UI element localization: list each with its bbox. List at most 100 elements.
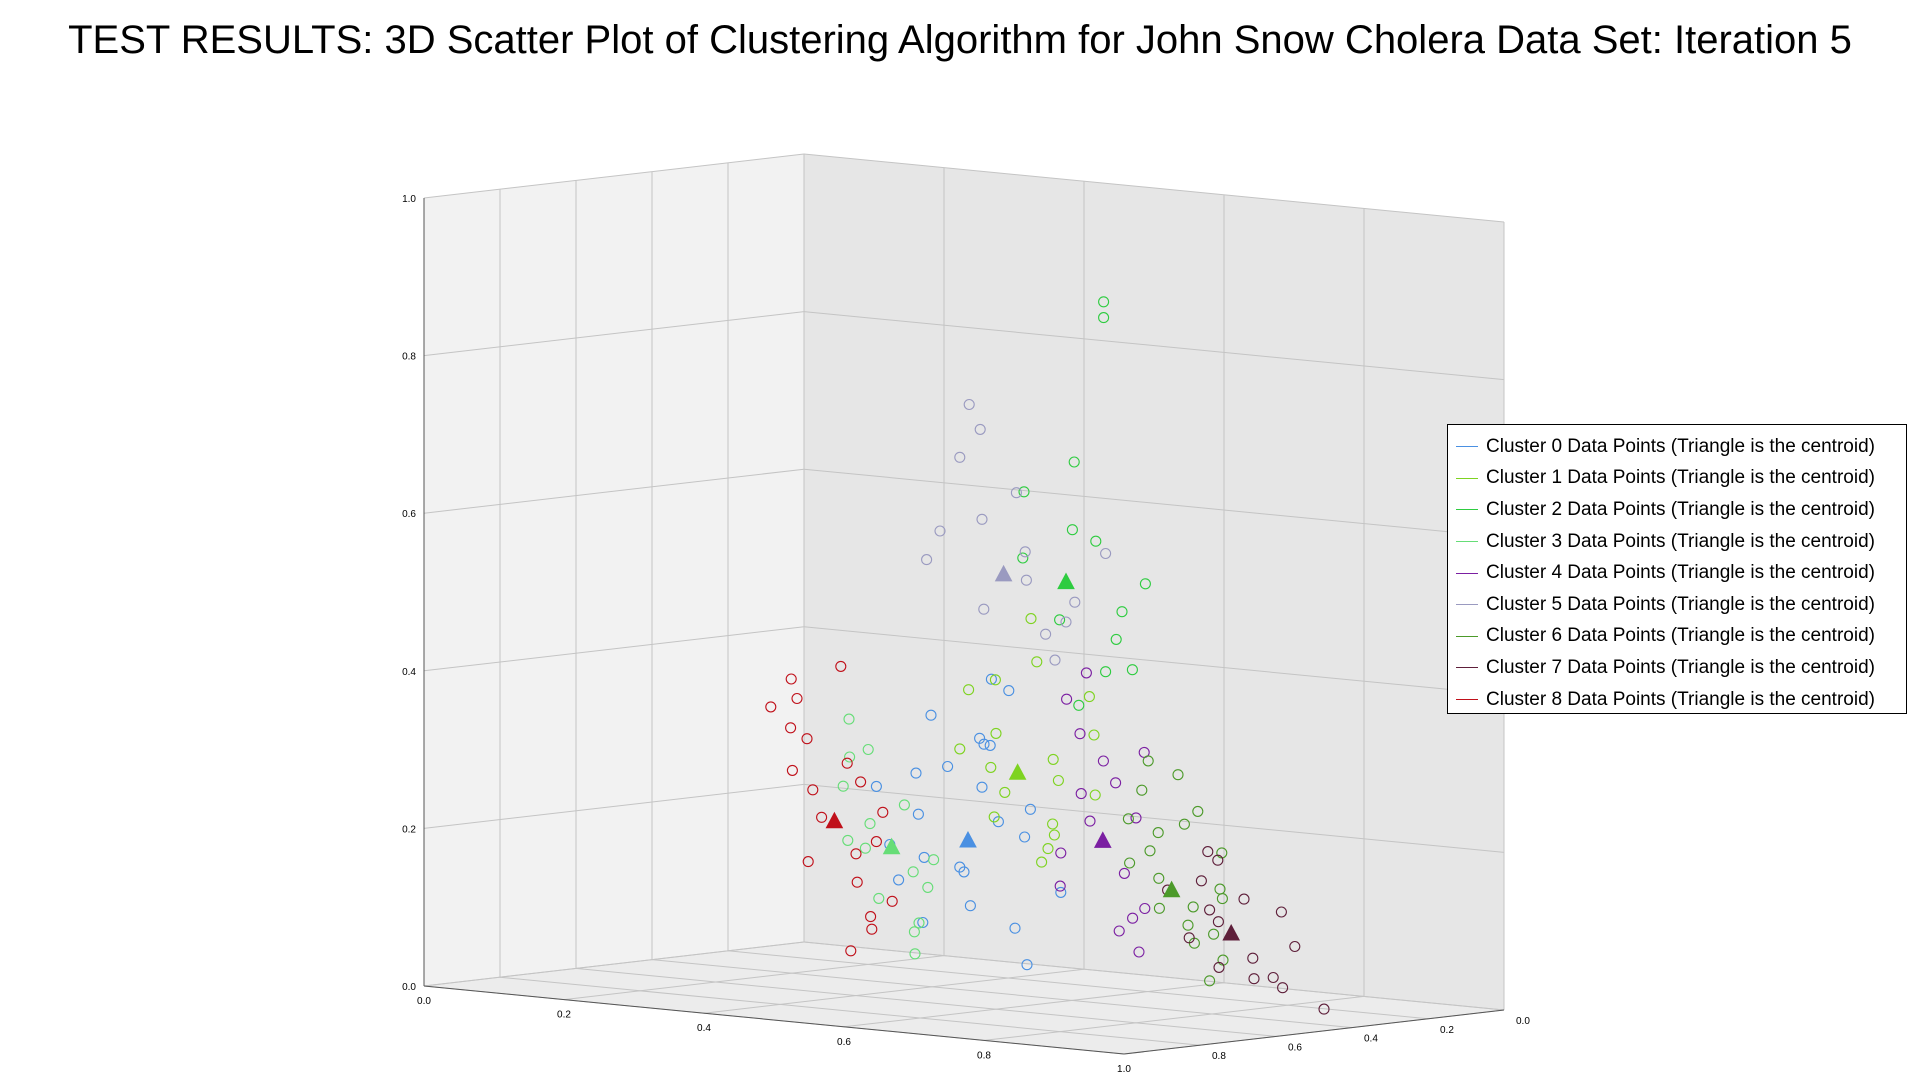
legend-label: Cluster 7 Data Points (Triangle is the c… [1486,656,1875,678]
cluster-5-data-point [963,398,975,411]
cluster-3-data-point [842,834,854,846]
cluster-8-data-point [870,836,882,848]
cluster-6-centroid-triangle [1162,880,1181,898]
legend-item-cluster-6: Cluster 6 Data Points (Triangle is the c… [1456,621,1898,653]
z-tick-label: 0.6 [402,509,416,520]
cluster-1-data-point [1047,753,1059,765]
cluster-7-data-point [1195,875,1207,887]
cluster-5-data-point [974,423,986,435]
cluster-5-data-point [1049,654,1061,666]
legend-line-swatch [1456,477,1478,479]
cluster-5-data-point [921,554,933,566]
cluster-1-data-point [1048,829,1060,841]
cluster-8-data-point [791,692,803,705]
cluster-2-data-point [1116,606,1128,618]
cluster-3-data-point [907,866,919,878]
cluster-4-data-point [1110,777,1122,789]
cluster-1-data-point [990,727,1002,739]
legend-line-swatch [1456,699,1478,701]
legend-item-cluster-2: Cluster 2 Data Points (Triangle is the c… [1456,494,1898,526]
cluster-3-data-point [908,926,920,938]
cluster-8-data-point [835,660,847,672]
grid-line [499,976,1201,1046]
x-tick-label: 0.2 [557,1010,571,1021]
legend-line-swatch [1456,572,1478,574]
grid-line [563,955,945,1001]
cluster-8-data-point [807,784,819,796]
cluster-4-data-point [1054,880,1066,892]
grid-line [703,968,1085,1014]
cluster-0-data-point [1021,959,1033,971]
cluster-6-data-point [1136,784,1148,796]
cluster-8-centroid-triangle [825,811,844,829]
cluster-4-data-point [1113,925,1125,937]
cluster-8-data-point [855,776,867,788]
cluster-1-data-point [1036,856,1048,868]
cluster-4-data-point [1075,788,1087,800]
cluster-2-data-point [1018,486,1030,498]
cluster-1-data-point [1047,818,1059,830]
cluster-2-data-point [1139,578,1151,590]
y-tick-label: 0.4 [1364,1034,1378,1045]
cluster-2-data-point [1073,699,1085,711]
grid-line [423,941,805,987]
grid-line [803,468,1505,538]
cluster-2-data-point [1017,552,1029,564]
chart-title: TEST RESULTS: 3D Scatter Plot of Cluster… [68,18,1852,62]
cluster-8-data-point [866,923,878,935]
cluster-3-data-point [864,818,876,830]
cluster-6-data-point [1153,902,1165,914]
cluster-5-data-point [978,603,990,615]
cluster-7-data-point [1212,916,1224,928]
cluster-0-data-point [925,709,937,721]
cluster-0-data-point [984,739,996,751]
cluster-1-data-point [985,761,997,773]
grid-line [803,311,1505,381]
cluster-6-data-point [1153,872,1165,884]
cluster-5-centroid-triangle [994,564,1013,582]
legend-label: Cluster 6 Data Points (Triangle is the c… [1486,625,1875,647]
cluster-0-data-point [1019,831,1031,843]
cluster-7-data-point [1213,961,1225,973]
cluster-5-data-point [1060,616,1072,628]
cluster-5-data-point [1019,546,1031,558]
left-pane [424,154,804,986]
legend: Cluster 0 Data Points (Triangle is the c… [1447,424,1907,714]
cluster-3-data-point [859,842,871,854]
cluster-4-data-point [1133,946,1145,958]
legend-line-swatch [1456,509,1478,511]
cluster-7-data-point [1248,973,1260,985]
z-tick-label: 0.0 [402,982,416,993]
cluster-0-data-point [917,916,929,929]
cluster-2-data-point [1090,535,1102,547]
cluster-0-data-point [964,900,976,912]
cluster-8-data-point [816,811,828,823]
cluster-0-data-point [1055,886,1067,898]
cluster-0-data-point [1024,803,1036,815]
cluster-3-data-point [862,743,874,756]
cluster-6-data-point [1124,857,1136,869]
cluster-4-data-point [1055,847,1067,859]
legend-label: Cluster 2 Data Points (Triangle is the c… [1486,498,1875,520]
x-tick-label: 1.0 [1117,1064,1131,1075]
cluster-3-data-point [837,780,849,792]
cluster-4-data-point [1097,755,1109,767]
cluster-6-data-point [1144,845,1156,857]
cluster-0-centroid-triangle [959,830,977,848]
cluster-7-data-point [1267,971,1279,984]
cluster-1-data-point [988,811,1000,823]
cluster-7-data-point [1289,940,1301,953]
cluster-0-data-point [942,760,954,773]
cluster-3-data-point [928,854,940,866]
legend-item-cluster-5: Cluster 5 Data Points (Triangle is the c… [1456,589,1898,621]
cluster-5-data-point [976,513,988,525]
legend-label: Cluster 3 Data Points (Triangle is the c… [1486,530,1875,552]
cluster-6-data-point [1192,805,1204,817]
grid-line [423,783,805,829]
cluster-0-data-point [974,732,986,744]
cluster-8-data-point [865,911,877,923]
cluster-2-data-point [1066,524,1078,536]
cluster-6-data-point [1172,769,1184,781]
cluster-0-data-point [958,866,970,878]
